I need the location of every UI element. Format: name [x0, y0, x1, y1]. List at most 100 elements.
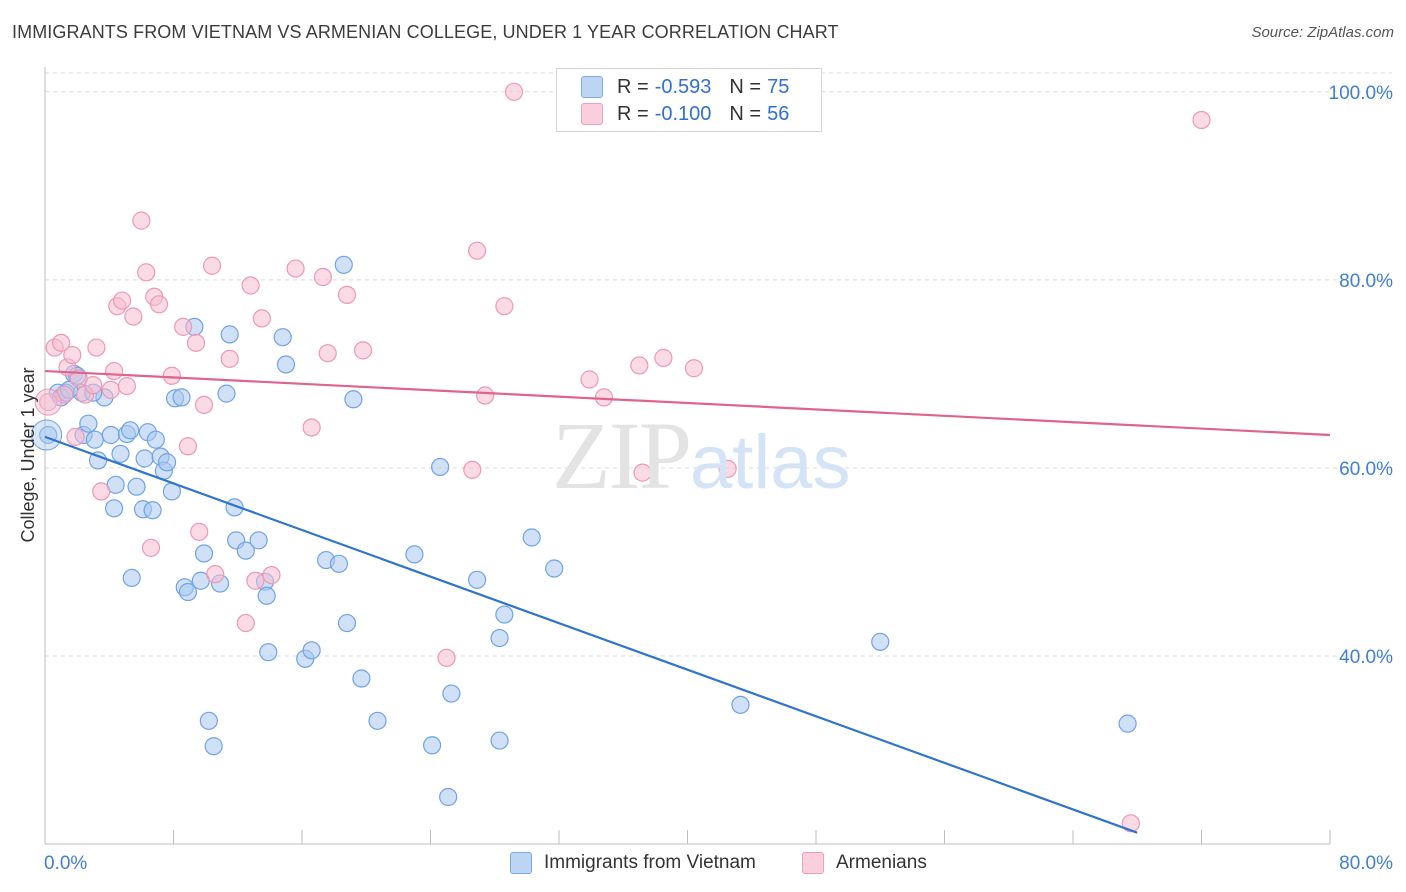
- armenians-point: [104, 361, 124, 381]
- x-tick-label: 80.0%: [1339, 853, 1393, 874]
- armenians-point: [437, 648, 456, 667]
- legend-n-label: N =: [729, 75, 762, 98]
- legend-n-label: N =: [729, 102, 762, 125]
- vietnam-point: [490, 628, 509, 648]
- vietnam-point: [545, 559, 564, 578]
- vietnam-point: [352, 669, 371, 688]
- armenians-point: [220, 349, 239, 368]
- x-tick-label: 0.0%: [44, 853, 87, 874]
- vietnam-point: [522, 528, 541, 547]
- source-label: Source: ZipAtlas.com: [1251, 24, 1394, 41]
- legend-r-value: -0.593: [654, 75, 712, 98]
- vietnam-point: [236, 541, 255, 560]
- armenians-point: [202, 256, 222, 275]
- legend-row-armenians: R = -0.100 N = 56: [581, 101, 789, 127]
- vietnam-point: [442, 684, 461, 703]
- axes: [44, 67, 1331, 845]
- vietnam-point: [423, 736, 442, 755]
- legend-label-armenians: Armenians: [836, 852, 927, 873]
- armenians-point: [132, 211, 151, 230]
- armenians-point: [463, 460, 482, 479]
- armenians-point: [112, 291, 132, 310]
- vietnam-point: [88, 451, 108, 470]
- vietnam-point: [85, 430, 104, 449]
- vietnam-point: [405, 545, 424, 564]
- legend-n-value: 56: [767, 102, 790, 125]
- armenians-point: [141, 538, 161, 557]
- vietnam-point: [79, 414, 98, 433]
- armenians-point: [87, 338, 106, 357]
- armenians-point: [262, 565, 281, 585]
- armenians-point: [137, 263, 156, 282]
- armenians-point: [633, 463, 652, 482]
- vietnam-point: [31, 419, 63, 451]
- vietnam-point: [1118, 714, 1137, 733]
- legend-swatch-armenians: [581, 103, 603, 125]
- vietnam-point: [178, 582, 198, 602]
- legend-label-vietnam: Immigrants from Vietnam: [544, 852, 756, 873]
- armenians-point: [190, 522, 209, 541]
- vietnam-point: [172, 388, 191, 407]
- armenians-point: [495, 297, 514, 316]
- vietnam-point: [467, 570, 487, 589]
- armenians-point: [580, 370, 599, 389]
- vietnam-point: [135, 449, 154, 468]
- vietnam-point: [368, 711, 387, 730]
- vietnam-point: [495, 605, 514, 624]
- armenians-point: [124, 307, 143, 326]
- chart-title: IMMIGRANTS FROM VIETNAM VS ARMENIAN COLL…: [12, 22, 839, 42]
- armenians-point: [92, 482, 111, 501]
- armenians-point: [194, 395, 214, 415]
- vietnam-point: [490, 731, 509, 750]
- armenians-point: [63, 345, 82, 365]
- vietnam-point: [276, 355, 296, 374]
- tick-labels: 40.0% 60.0% 80.0% 100.0% 0.0% 80.0%: [44, 83, 1393, 874]
- legend-item-armenians[interactable]: Armenians: [802, 852, 927, 874]
- legend-swatch-vietnam: [510, 852, 532, 874]
- legend-swatch-vietnam: [581, 76, 603, 98]
- legend-row-vietnam: R = -0.593 N = 75: [581, 74, 789, 100]
- armenians-point: [1121, 814, 1140, 833]
- y-tick-label: 80.0%: [1339, 271, 1393, 292]
- armenians-point: [337, 285, 357, 304]
- vietnam-point: [273, 328, 292, 347]
- armenians-point: [313, 267, 332, 287]
- legend-n-value: 75: [767, 75, 790, 98]
- legend-item-vietnam[interactable]: Immigrants from Vietnam: [510, 852, 756, 874]
- armenians-point: [206, 565, 225, 584]
- watermark: ZIPatlas: [552, 402, 851, 509]
- vietnam-point: [337, 613, 357, 633]
- vietnam-point: [143, 501, 162, 520]
- correlation-legend: R = -0.593 N = 75 R = -0.100 N = 56: [556, 68, 822, 132]
- vietnam-point: [329, 554, 349, 573]
- vietnam-point: [121, 421, 140, 440]
- vietnam-point: [259, 643, 278, 662]
- vietnam-point: [217, 384, 236, 403]
- legend-r-label: R =: [617, 102, 649, 125]
- vietnam-point: [249, 531, 268, 550]
- armenians-point: [654, 348, 673, 367]
- armenians-point: [236, 613, 255, 633]
- vietnam-point: [731, 695, 750, 714]
- armenians-point: [1192, 110, 1211, 130]
- armenians-point: [252, 309, 271, 328]
- armenians-point: [684, 359, 704, 378]
- trend-lines: [44, 369, 1331, 834]
- armenians-point: [353, 341, 373, 360]
- vietnam-point: [871, 632, 890, 651]
- legend-r-value: -0.100: [654, 102, 712, 125]
- vietnam-point: [204, 737, 223, 756]
- armenians-point: [286, 259, 305, 278]
- armenians-point: [55, 385, 74, 404]
- vietnam-point: [439, 787, 458, 807]
- armenians-point: [318, 344, 337, 363]
- armenians-point: [241, 276, 260, 295]
- armenians-point: [467, 241, 487, 260]
- vietnam-point: [302, 641, 321, 660]
- legend-r-label: R =: [617, 75, 649, 98]
- vietnam-point: [122, 568, 141, 588]
- vietnam-point: [111, 444, 130, 463]
- y-axis-label: College, Under 1 year: [18, 367, 38, 542]
- armenians-point: [84, 376, 103, 395]
